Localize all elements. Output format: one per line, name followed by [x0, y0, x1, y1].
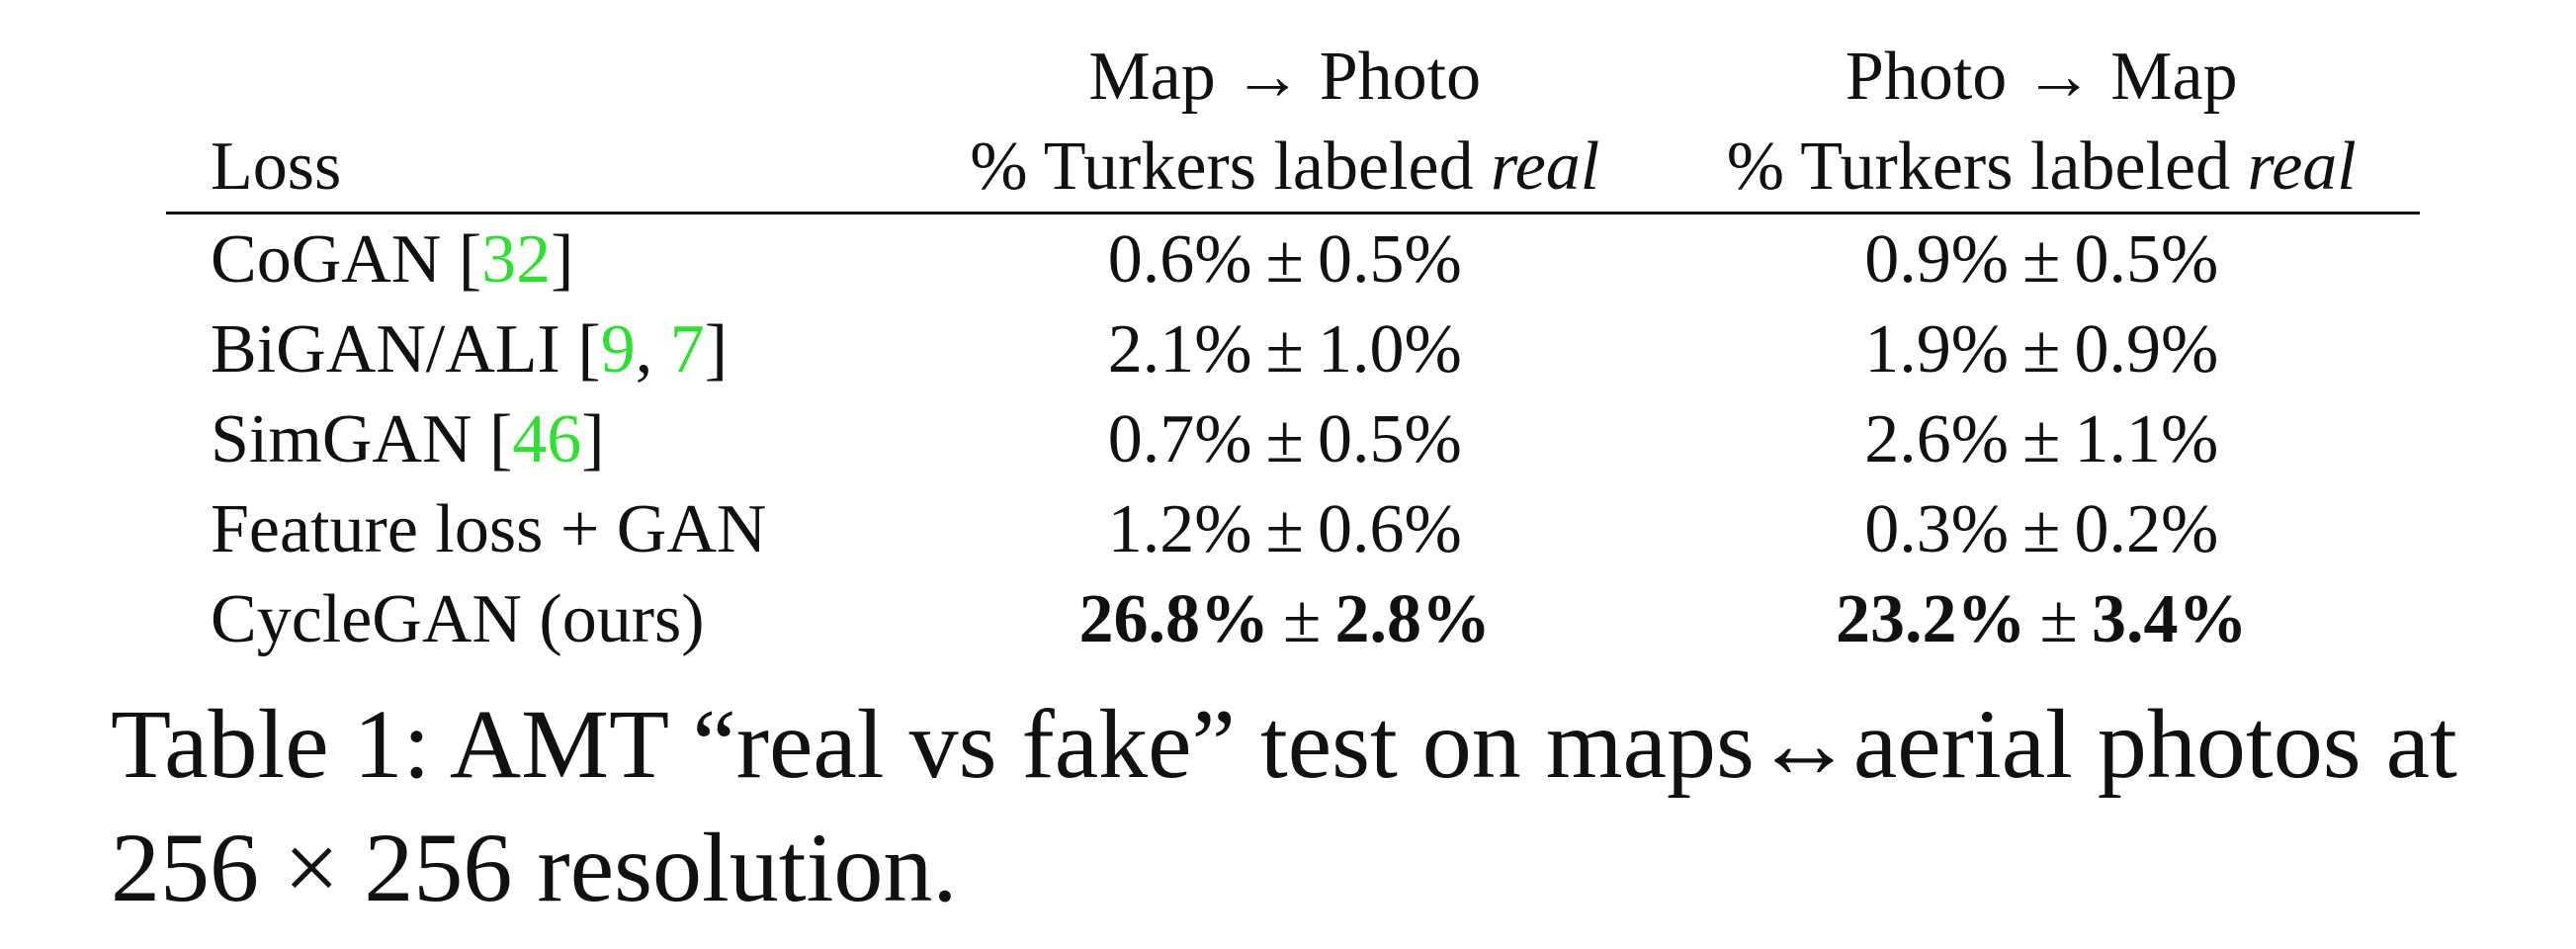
- header-spacer: [166, 22, 906, 112]
- method-name-cell: CoGAN [32]: [166, 215, 906, 304]
- score-sd: 0.2%: [2074, 490, 2219, 567]
- table-row: CycleGAN (ours) 26.8% ±2.8% 23.2% ±3.4%: [166, 574, 2420, 664]
- score-cell-map-to-photo: 0.6% ±0.5%: [906, 215, 1663, 304]
- score-sd: 1.1%: [2074, 400, 2219, 477]
- subhead-emphasis: real: [1491, 129, 1600, 205]
- score-cell-photo-to-map: 0.9% ±0.5%: [1663, 215, 2420, 304]
- citation-ref: 32: [481, 220, 552, 298]
- score-mean: 0.3%: [1864, 490, 2010, 567]
- plus-minus: ±: [1265, 400, 1304, 477]
- citation-close: ]: [704, 310, 728, 388]
- score-cell-map-to-photo: 0.7% ±0.5%: [906, 394, 1663, 484]
- subhead-emphasis: real: [2247, 129, 2357, 205]
- citation-close: ]: [551, 220, 574, 298]
- score-mean: 26.8%: [1078, 580, 1270, 657]
- score-cell-photo-to-map: 2.6% ±1.1%: [1663, 394, 2420, 484]
- citation-ref: 7: [669, 310, 705, 388]
- plus-minus: ±: [2022, 310, 2061, 388]
- score-cell-map-to-photo: 26.8% ±2.8%: [906, 574, 1663, 664]
- method-name: SimGAN [: [211, 400, 513, 477]
- plus-minus: ±: [1265, 220, 1304, 298]
- score-cell-photo-to-map: 23.2% ±3.4%: [1663, 574, 2420, 664]
- score-sd: 2.8%: [1334, 580, 1491, 657]
- score-mean: 0.7%: [1107, 400, 1252, 477]
- score-cell-map-to-photo: 1.2% ±0.6%: [906, 484, 1663, 574]
- method-name: CycleGAN (ours): [211, 580, 705, 657]
- score-mean: 0.6%: [1107, 220, 1252, 298]
- plus-minus: ±: [2022, 490, 2061, 567]
- plus-minus: ±: [1283, 580, 1322, 657]
- score-mean: 23.2%: [1836, 580, 2026, 657]
- method-name-cell: CycleGAN (ours): [166, 574, 906, 664]
- score-mean: 1.9%: [1864, 310, 2010, 388]
- table-row: Feature loss + GAN 1.2% ±0.6% 0.3% ±0.2%: [166, 484, 2420, 574]
- citation-close: ]: [581, 400, 605, 477]
- score-cell-map-to-photo: 2.1% ±1.0%: [906, 304, 1663, 394]
- score-sd: 0.5%: [2074, 220, 2219, 298]
- subhead-photo-to-map: % Turkers labeled real: [1663, 112, 2420, 214]
- score-sd: 0.6%: [1317, 490, 1462, 567]
- method-name-cell: BiGAN/ALI [9, 7]: [166, 304, 906, 394]
- plus-minus: ±: [2022, 400, 2061, 477]
- header-row-subheads: Loss % Turkers labeled real % Turkers la…: [166, 112, 2420, 214]
- score-cell-photo-to-map: 0.3% ±0.2%: [1663, 484, 2420, 574]
- score-sd: 0.9%: [2074, 310, 2219, 388]
- plus-minus: ±: [2039, 580, 2078, 657]
- subhead-text: % Turkers labeled: [970, 129, 1492, 205]
- score-mean: 0.9%: [1864, 220, 2010, 298]
- table-body: CoGAN [32] 0.6% ±0.5% 0.9% ±0.5% BiGAN/ALI [9…: [166, 215, 2420, 664]
- citation-separator: ,: [635, 310, 670, 388]
- header-row-directions: Map → Photo Photo → Map: [166, 22, 2420, 112]
- subhead-text: % Turkers labeled: [1726, 129, 2248, 205]
- plus-minus: ±: [1265, 490, 1304, 567]
- plus-minus: ±: [1265, 310, 1304, 388]
- caption-line-1: Table 1: AMT “real vs fake” test on maps…: [111, 689, 2457, 799]
- header-rule: [166, 212, 2420, 216]
- method-name: BiGAN/ALI [: [211, 310, 601, 388]
- citation-ref: 9: [600, 310, 636, 388]
- score-sd: 0.5%: [1317, 220, 1462, 298]
- method-name: CoGAN [: [211, 220, 482, 298]
- score-mean: 2.1%: [1107, 310, 1252, 388]
- score-mean: 1.2%: [1107, 490, 1252, 567]
- table-row: CoGAN [32] 0.6% ±0.5% 0.9% ±0.5%: [166, 215, 2420, 304]
- method-name-cell: SimGAN [46]: [166, 394, 906, 484]
- table-row: SimGAN [46] 0.7% ±0.5% 2.6% ±1.1%: [166, 394, 2420, 484]
- caption-line-2: 256 × 256 resolution.: [111, 813, 958, 922]
- subhead-map-to-photo: % Turkers labeled real: [906, 112, 1663, 214]
- header-loss: Loss: [211, 129, 342, 205]
- plus-minus: ±: [2022, 220, 2061, 298]
- score-cell-photo-to-map: 1.9% ±0.9%: [1663, 304, 2420, 394]
- header-photo-to-map: Photo → Map: [1845, 39, 2238, 115]
- table-caption: Table 1: AMT “real vs fake” test on maps…: [111, 682, 2523, 929]
- method-name-cell: Feature loss + GAN: [166, 484, 906, 574]
- score-sd: 3.4%: [2091, 580, 2248, 657]
- results-table: Map → Photo Photo → Map Loss % Turkers l…: [166, 22, 2420, 664]
- method-name: Feature loss + GAN: [211, 490, 767, 567]
- citation-ref: 46: [512, 400, 582, 477]
- header-map-to-photo: Map → Photo: [1088, 39, 1482, 115]
- table-row: BiGAN/ALI [9, 7] 2.1% ±1.0% 1.9% ±0.9%: [166, 304, 2420, 394]
- score-sd: 0.5%: [1317, 400, 1462, 477]
- score-sd: 1.0%: [1317, 310, 1462, 388]
- score-mean: 2.6%: [1864, 400, 2010, 477]
